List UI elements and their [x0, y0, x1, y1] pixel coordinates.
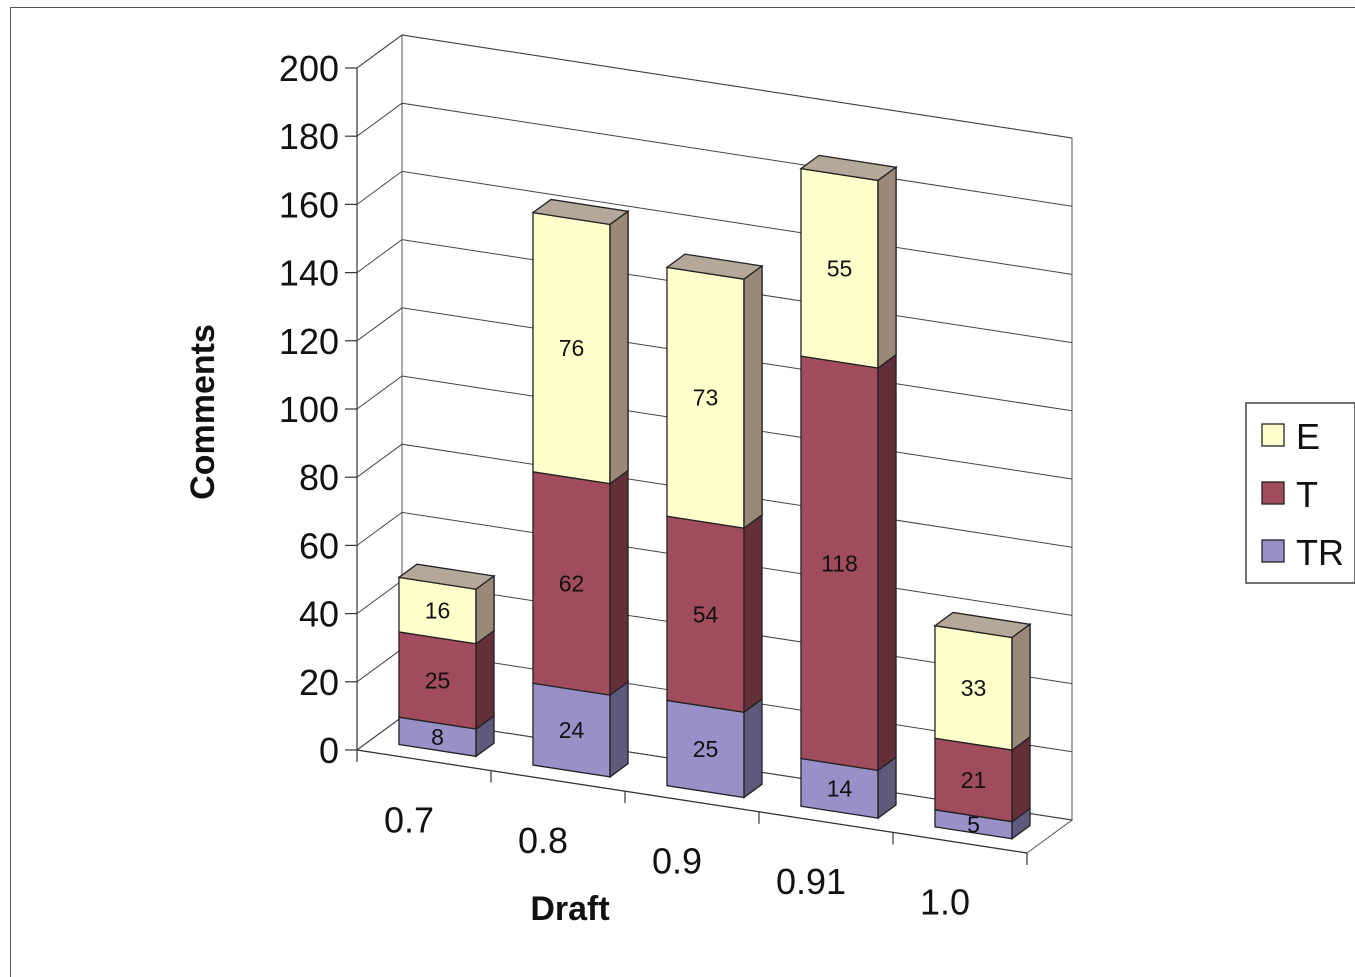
bar-side [877, 353, 897, 772]
data-label: 25 [425, 667, 451, 693]
bar-side [609, 469, 629, 697]
bar-segment: 8 [398, 714, 495, 758]
x-tick-label: 0.9 [652, 841, 702, 882]
chart-frame [10, 7, 1355, 977]
y-tick-label: 100 [279, 389, 339, 430]
legend-label: E [1296, 416, 1320, 457]
data-label: 25 [693, 736, 719, 762]
gridline [356, 34, 1073, 139]
bar-segment: 54 [666, 513, 763, 714]
y-tick-label: 20 [299, 662, 339, 703]
y-tick-label: 180 [279, 116, 339, 157]
bar-segment: 62 [532, 469, 629, 697]
bar-side-top [877, 165, 897, 370]
legend-label: TR [1296, 532, 1344, 573]
bar-side [743, 513, 763, 714]
data-label: 5 [967, 811, 980, 837]
data-label: 33 [961, 675, 987, 701]
data-label: 16 [425, 598, 451, 624]
x-tick-label: 0.91 [776, 861, 846, 902]
axes [345, 67, 1028, 865]
y-tick-label: 140 [279, 253, 339, 294]
x-tick-label: 0.7 [384, 799, 434, 840]
data-label: 24 [559, 717, 585, 743]
bar-side [743, 697, 763, 799]
y-tick-label: 160 [279, 184, 339, 225]
x-tick-label: 0.8 [518, 820, 568, 861]
bar-segment: 118 [800, 353, 897, 772]
y-axis-title: Comments [184, 324, 222, 500]
legend-swatch [1261, 539, 1285, 563]
data-label: 21 [961, 767, 987, 793]
bar-segment: 5 [934, 807, 1031, 841]
bar-side [475, 629, 495, 731]
bar-side-top [1011, 623, 1031, 752]
x-tick-label: 1.0 [920, 882, 970, 923]
bar-segment: 25 [666, 697, 763, 799]
bar-side [1011, 735, 1031, 823]
data-label: 14 [827, 775, 853, 801]
legend: ET TR [1245, 402, 1355, 584]
bar-segment: 25 [398, 629, 495, 731]
bar-side-top [609, 210, 629, 485]
data-label: 54 [693, 601, 719, 627]
data-label: 118 [821, 550, 858, 576]
x-axis-title: Draft [530, 890, 609, 928]
data-label: 62 [559, 570, 585, 596]
bar-side [609, 680, 629, 779]
bar-segment: 14 [800, 755, 897, 820]
data-label: 76 [559, 335, 585, 361]
gridline [356, 102, 1073, 207]
data-label: 8 [431, 724, 444, 750]
y-tick-label: 80 [299, 457, 339, 498]
bar-side-top [475, 574, 495, 646]
bar-segment: 21 [934, 735, 1031, 823]
legend-label: T [1296, 474, 1318, 515]
legend-swatch [1261, 423, 1285, 447]
y-tick-label: 0 [319, 730, 339, 771]
bar-segment: 24 [532, 680, 629, 779]
bar-side-top [743, 264, 763, 530]
tick-labels: 0 20 40 60 80 100 120 140 160 180 200 0.7 0.8 0.9 0.91… [279, 48, 970, 923]
y-tick-label: 40 [299, 594, 339, 635]
y-tick-label: 120 [279, 321, 339, 362]
legend-swatch [1261, 481, 1285, 505]
data-label: 55 [827, 255, 853, 281]
y-tick-label: 60 [299, 525, 339, 566]
x-axis-line [356, 749, 1028, 854]
data-label: 73 [693, 385, 719, 411]
y-tick-label: 200 [279, 48, 339, 89]
